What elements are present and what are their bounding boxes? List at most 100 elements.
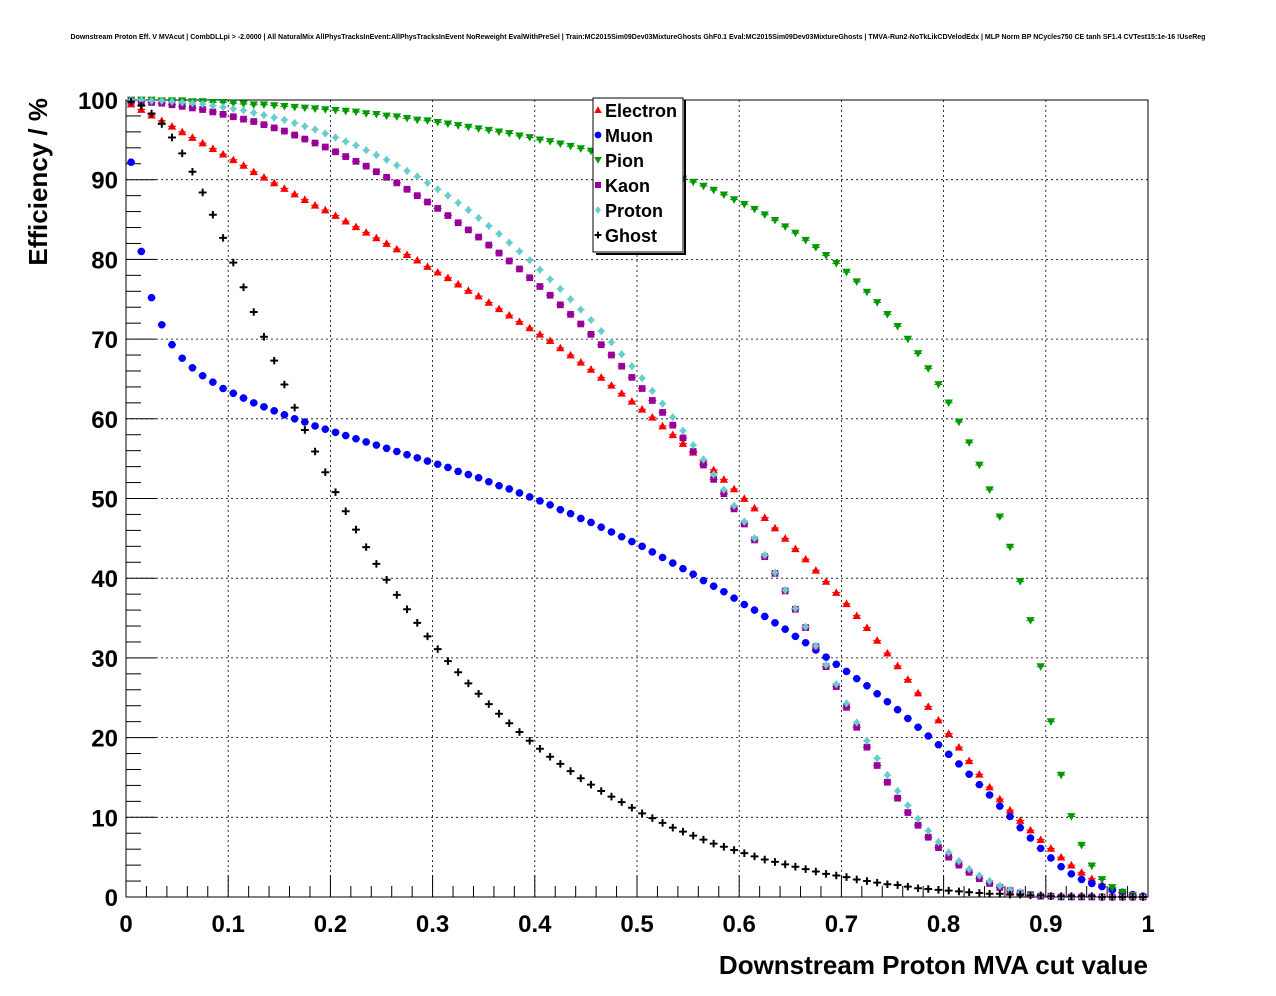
proton-data-point <box>761 550 769 560</box>
electron-data-point <box>1056 852 1066 861</box>
muon-data-point <box>1026 834 1035 842</box>
electron-data-point <box>188 133 197 141</box>
electron-data-point <box>545 336 555 345</box>
ghost-data-point <box>781 860 789 869</box>
pion-data-point <box>883 311 892 319</box>
electron-data-point <box>964 756 974 765</box>
ghost-data-point <box>934 886 943 894</box>
muon-data-point <box>638 542 646 551</box>
legend-marker-proton <box>594 206 602 214</box>
ghost-data-point <box>566 767 575 775</box>
legend-marker-ghost <box>594 231 602 239</box>
kaon-data-point <box>301 135 309 143</box>
proton-data-point <box>321 129 329 138</box>
pion-data-point <box>944 399 953 408</box>
proton-data-point <box>986 876 993 886</box>
proton-data-point <box>342 137 350 146</box>
muon-data-point <box>239 394 248 402</box>
kaon-data-point <box>853 723 861 731</box>
electron-data-point <box>954 742 964 751</box>
proton-data-point <box>822 660 830 670</box>
muon-data-point <box>965 770 973 779</box>
x-tick-label: 0.6 <box>723 911 756 938</box>
muon-data-point <box>893 705 902 714</box>
ghost-data-point <box>1016 890 1025 899</box>
electron-data-point <box>852 611 861 620</box>
proton-data-point <box>689 440 697 450</box>
kaon-data-point <box>914 821 922 829</box>
electron-data-point <box>617 389 626 397</box>
ghost-data-point <box>137 101 146 110</box>
proton-data-point <box>362 146 370 155</box>
kaon-data-point <box>924 833 932 841</box>
ghost-data-point <box>965 888 973 896</box>
muon-data-point <box>1016 823 1025 832</box>
kaon-data-point <box>700 461 707 469</box>
proton-data-point <box>1006 885 1014 895</box>
muon-data-point <box>709 582 718 590</box>
electron-data-point <box>290 189 299 198</box>
pion-data-point <box>729 196 739 204</box>
y-tick-label: 70 <box>91 327 118 354</box>
electron-data-point <box>341 216 350 225</box>
muon-data-point <box>249 399 258 407</box>
ghost-data-point <box>904 882 912 891</box>
kaon-data-point <box>250 118 258 125</box>
pion-data-point <box>331 107 340 115</box>
proton-data-point <box>403 166 411 176</box>
series-proton <box>127 95 1147 902</box>
ghost-data-point <box>454 668 462 677</box>
pion-data-point <box>341 107 350 116</box>
kaon-data-point <box>628 373 636 381</box>
muon-data-point <box>372 441 381 449</box>
ghost-data-point <box>321 468 330 476</box>
electron-data-point <box>300 195 310 203</box>
proton-data-point <box>792 604 799 613</box>
muon-data-point <box>464 470 473 479</box>
muon-data-point <box>311 422 319 430</box>
ghost-data-point <box>852 875 861 884</box>
kaon-data-point <box>321 143 329 151</box>
muon-data-point <box>955 760 963 768</box>
ghost-data-point <box>341 507 350 516</box>
proton-data-point <box>771 568 779 577</box>
y-tick-label: 30 <box>91 646 118 673</box>
ghost-data-point <box>311 447 319 456</box>
electron-data-point <box>351 222 361 231</box>
electron-data-point <box>750 503 759 512</box>
proton-data-point <box>281 115 288 125</box>
pion-data-point <box>566 142 575 151</box>
electron-data-point <box>1016 816 1025 824</box>
pion-data-point <box>361 110 371 118</box>
kaon-data-point <box>342 153 350 160</box>
kaon-data-point <box>444 212 452 219</box>
proton-data-point <box>158 96 166 105</box>
muon-data-point <box>260 403 268 411</box>
electron-data-point <box>576 358 585 366</box>
electron-data-point <box>269 178 279 187</box>
ghost-data-point <box>546 752 554 761</box>
x-tick-label: 0.3 <box>416 911 449 938</box>
proton-data-point <box>352 141 360 150</box>
electron-data-point <box>719 475 729 483</box>
y-tick-label: 0 <box>105 885 118 912</box>
pion-data-point <box>443 120 453 129</box>
muon-data-point <box>1047 854 1055 862</box>
kaon-data-point <box>475 233 482 241</box>
electron-data-point <box>433 267 442 276</box>
pion-data-point <box>310 105 320 113</box>
pion-data-point <box>811 244 821 252</box>
pion-data-point <box>719 191 729 200</box>
muon-data-point <box>393 447 401 456</box>
ghost-data-point <box>791 862 800 871</box>
proton-data-point <box>710 470 718 479</box>
electron-data-point <box>648 413 657 421</box>
ghost-data-point <box>771 858 779 866</box>
proton-data-point <box>628 361 636 371</box>
ghost-data-point <box>668 823 677 832</box>
pion-data-point <box>842 268 851 277</box>
pion-data-point <box>1077 841 1086 850</box>
kaon-data-point <box>434 205 442 212</box>
proton-data-point <box>413 172 421 181</box>
electron-data-point <box>505 310 514 319</box>
